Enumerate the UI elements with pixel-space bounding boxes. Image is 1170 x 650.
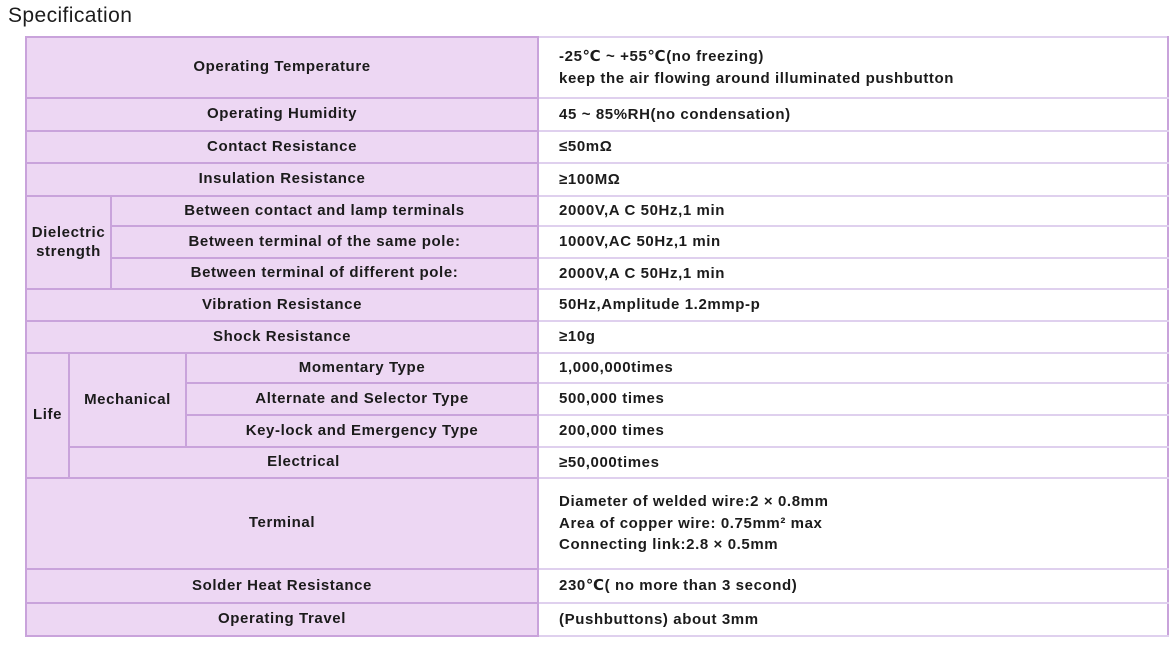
value-line: Diameter of welded wire:2 × 0.8mm <box>559 492 829 510</box>
row-value-solder-heat-resistance: 230℃( no more than 3 second) <box>537 568 1170 604</box>
row-insulation-resistance: Insulation Resistance ≥100MΩ <box>24 162 1170 197</box>
row-value-dielectric-different-pole: 2000V,A C 50Hz,1 min <box>537 257 1170 290</box>
row-value-dielectric-same-pole: 1000V,AC 50Hz,1 min <box>537 225 1170 259</box>
row-operating-temperature: Operating Temperature -25℃ ~ +55℃(no fre… <box>24 36 1170 99</box>
row-label-dielectric-different-pole: Between terminal of different pole: <box>109 257 540 290</box>
row-label-vibration-resistance: Vibration Resistance <box>24 288 540 322</box>
value-line: keep the air flowing around illuminated … <box>559 69 955 87</box>
row-value-operating-travel: (Pushbuttons) about 3mm <box>537 602 1170 637</box>
row-dielectric-2: Between terminal of the same pole: 1000V… <box>26 225 1170 259</box>
row-value-momentary-type: 1,000,000times <box>537 352 1170 384</box>
row-value-operating-humidity: 45 ~ 85%RH(no condensation) <box>537 97 1170 132</box>
row-label-electrical: Electrical <box>67 446 540 479</box>
row-value-terminal: Diameter of welded wire:2 × 0.8mm Area o… <box>537 477 1170 570</box>
row-label-alternate-selector-type: Alternate and Selector Type <box>184 382 540 416</box>
row-value-contact-resistance: ≤50mΩ <box>537 130 1170 164</box>
row-life-electrical: Electrical ≥50,000times <box>26 446 1170 479</box>
row-value-dielectric-contact-lamp: 2000V,A C 50Hz,1 min <box>537 195 1170 227</box>
row-value-vibration-resistance: 50Hz,Amplitude 1.2mmp-p <box>537 288 1170 322</box>
page-title: Specification <box>8 4 133 27</box>
row-life-momentary: Life Mechanical Momentary Type 1,000,000… <box>25 352 1170 479</box>
row-operating-travel: Operating Travel (Pushbuttons) about 3mm <box>24 602 1170 637</box>
value-line: -25℃ ~ +55℃(no freezing) <box>559 47 764 65</box>
row-terminal: Terminal Diameter of welded wire:2 × 0.8… <box>24 477 1170 570</box>
group-label-dielectric-strength: Dielectric strength <box>25 195 112 290</box>
row-value-insulation-resistance: ≥100MΩ <box>537 162 1170 197</box>
row-label-operating-temperature: Operating Temperature <box>24 36 540 99</box>
row-label-keylock-emergency-type: Key-lock and Emergency Type <box>184 414 540 448</box>
row-contact-resistance: Contact Resistance ≤50mΩ <box>24 130 1170 164</box>
row-dielectric-3: Between terminal of different pole: 2000… <box>26 257 1170 290</box>
specification-table: Operating Temperature -25℃ ~ +55℃(no fre… <box>24 36 1170 637</box>
row-solder-heat-resistance: Solder Heat Resistance 230℃( no more tha… <box>24 568 1170 604</box>
row-label-solder-heat-resistance: Solder Heat Resistance <box>24 568 540 604</box>
row-value-alternate-selector-type: 500,000 times <box>537 382 1170 416</box>
row-operating-humidity: Operating Humidity 45 ~ 85%RH(no condens… <box>24 97 1170 132</box>
row-value-keylock-emergency-type: 200,000 times <box>537 414 1170 448</box>
row-value-operating-temperature: -25℃ ~ +55℃(no freezing) keep the air fl… <box>537 36 1170 99</box>
row-label-terminal: Terminal <box>24 477 540 570</box>
row-label-dielectric-same-pole: Between terminal of the same pole: <box>109 225 540 259</box>
row-label-operating-humidity: Operating Humidity <box>24 97 540 132</box>
row-shock-resistance: Shock Resistance ≥10g <box>24 320 1170 354</box>
row-life-alternate: Alternate and Selector Type 500,000 time… <box>26 382 1170 416</box>
row-label-contact-resistance: Contact Resistance <box>24 130 540 164</box>
group-label-life: Life <box>25 352 70 479</box>
row-label-shock-resistance: Shock Resistance <box>24 320 540 354</box>
value-line: Area of copper wire: 0.75mm² max <box>559 514 823 532</box>
row-label-operating-travel: Operating Travel <box>24 602 540 637</box>
value-line: Connecting link:2.8 × 0.5mm <box>559 536 779 554</box>
row-label-dielectric-contact-lamp: Between contact and lamp terminals <box>109 195 540 227</box>
row-value-shock-resistance: ≥10g <box>537 320 1170 354</box>
row-label-insulation-resistance: Insulation Resistance <box>24 162 540 197</box>
row-life-keylock: Key-lock and Emergency Type 200,000 time… <box>26 414 1170 448</box>
row-vibration-resistance: Vibration Resistance 50Hz,Amplitude 1.2m… <box>24 288 1170 322</box>
group-label-mechanical: Mechanical <box>68 352 187 448</box>
row-value-electrical: ≥50,000times <box>537 446 1170 479</box>
row-label-momentary-type: Momentary Type <box>184 352 540 384</box>
row-dielectric-1: Dielectric strength Between contact and … <box>25 195 1170 290</box>
